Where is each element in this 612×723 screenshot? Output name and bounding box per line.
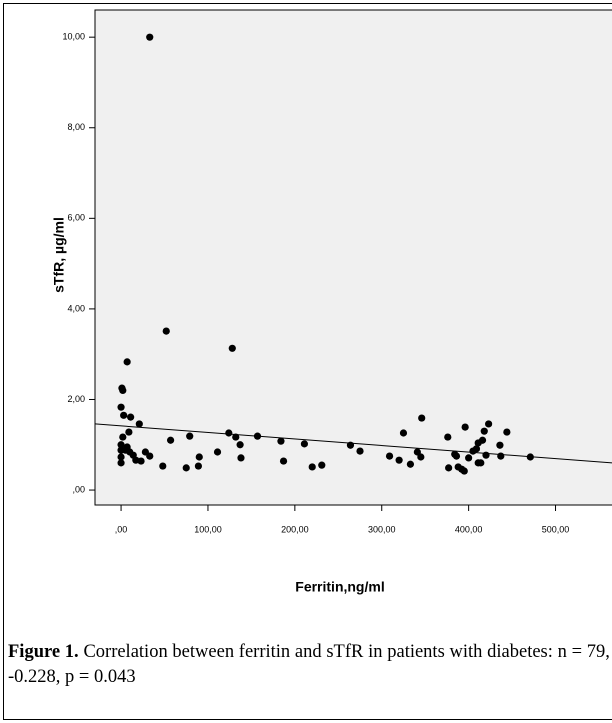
point (194, 462, 202, 470)
point (485, 420, 493, 428)
point (237, 454, 245, 462)
plot-content (95, 33, 612, 475)
point (461, 423, 469, 431)
point (137, 457, 145, 465)
point (465, 454, 473, 462)
x-tick-label: 400,00 (455, 524, 483, 534)
point (119, 386, 127, 395)
point (146, 33, 154, 41)
plot-area (94, 9, 612, 506)
fit-line (95, 423, 612, 464)
point (186, 432, 194, 440)
point (482, 451, 490, 459)
point (418, 414, 426, 422)
point (127, 413, 135, 421)
y-axis-label: sTfR, µg/ml (51, 217, 67, 293)
point (395, 456, 403, 464)
caption: Figure 1. Correlation between ferritin a… (8, 640, 612, 690)
point (162, 327, 170, 335)
point (318, 461, 326, 469)
point (146, 452, 154, 460)
point (356, 447, 364, 455)
point (277, 437, 285, 445)
y-tick-label: 2,00 (67, 394, 85, 404)
point (445, 464, 453, 472)
point (213, 448, 222, 456)
point (166, 436, 175, 444)
y-tick-label: ,00 (72, 484, 85, 494)
point (385, 452, 394, 460)
x-tick-label: 200,00 (281, 524, 309, 534)
point (119, 433, 127, 441)
point (123, 358, 131, 366)
point (279, 457, 288, 465)
x-axis-label: Ferritin,ng/ml (295, 579, 384, 595)
point (125, 428, 133, 436)
point (232, 433, 240, 441)
x-tick-label: 100,00 (194, 524, 222, 534)
x-tick-label: 500,00 (542, 524, 570, 534)
point (308, 463, 316, 471)
y-tick-label: 10,00 (62, 32, 85, 42)
point (225, 429, 233, 437)
point (452, 452, 461, 460)
point (503, 428, 511, 436)
point (236, 441, 244, 449)
x-tick-label: ,00 (115, 524, 128, 534)
point (300, 440, 309, 448)
x-tick-label: 300,00 (368, 524, 396, 534)
point (496, 441, 504, 449)
point (159, 462, 167, 470)
point (477, 459, 485, 467)
point (135, 420, 143, 428)
point (406, 460, 415, 468)
point (399, 429, 408, 437)
point (117, 403, 125, 411)
y-tick-label: 4,00 (67, 303, 85, 313)
point (117, 453, 125, 461)
point (497, 452, 505, 460)
point (444, 433, 452, 441)
caption-text: Correlation between ferritin and sTfR in… (8, 642, 612, 687)
caption-label: Figure 1. (8, 642, 79, 662)
point (478, 436, 487, 444)
point (182, 464, 190, 472)
point (117, 441, 125, 449)
figure-border (3, 3, 612, 720)
point (417, 453, 425, 461)
point (480, 427, 488, 435)
point (228, 344, 236, 352)
y-tick-label: 6,00 (67, 213, 85, 223)
point (460, 467, 468, 475)
point (195, 453, 203, 461)
point (117, 459, 125, 467)
point (472, 445, 481, 453)
point (120, 411, 128, 419)
y-tick-label: 8,00 (67, 122, 85, 132)
